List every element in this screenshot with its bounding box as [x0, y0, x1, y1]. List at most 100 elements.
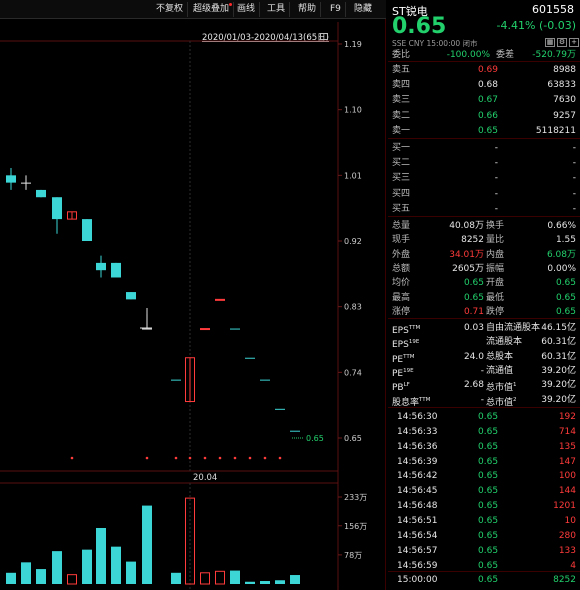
stat-label: 量比: [486, 235, 505, 246]
stat-label: 总额: [392, 263, 411, 274]
tick-price: 0.65: [478, 515, 499, 526]
stat-value: 0.65: [555, 306, 576, 317]
tick-volume: 133: [558, 545, 576, 556]
tick-volume: 192: [558, 412, 576, 422]
bid-volume: -: [572, 158, 576, 169]
volume-bar: [52, 551, 62, 584]
volume-bar: [6, 572, 16, 584]
volume-bar: [96, 527, 106, 584]
volume-tick-label: 156万: [344, 522, 367, 531]
last-price-marker: 0.65: [292, 434, 324, 443]
tools-button[interactable]: 工具: [263, 2, 291, 17]
stat-row: 现手 8252 量比 1.55: [388, 232, 580, 248]
ask-price: 0.66: [477, 110, 498, 121]
kline-svg: 1.19 1.10 1.01 0.92 0.83 0.74 0.65 233万 156万 78万…: [0, 22, 367, 590]
tick-volume: 280: [558, 530, 576, 541]
candles-group: [6, 168, 300, 432]
stat-label: 换手: [486, 221, 505, 231]
stat-value: 0.65: [463, 292, 484, 303]
price-tick-label: 0.92: [344, 237, 362, 246]
bid-volume: -: [572, 188, 576, 199]
fundamental-label: EPS19E: [392, 339, 420, 351]
stat-label: 内盘: [486, 249, 505, 260]
settings-icon[interactable]: ⚙: [557, 38, 567, 47]
signal-dot: [188, 456, 192, 460]
stat-label: 均价: [392, 278, 411, 289]
stat-value: 0.65: [555, 278, 576, 289]
no-adjust-button[interactable]: 不复权: [152, 2, 189, 17]
candle-body: [67, 211, 77, 220]
fundamental-label: 总市值1: [486, 382, 517, 394]
candle-body: [200, 328, 210, 331]
volume-bar: [230, 570, 240, 584]
tick-row: 14:56:59 0.65 4: [388, 558, 580, 574]
super-overlay-button[interactable]: 超级叠加: [189, 2, 235, 17]
volume-bar: [290, 575, 300, 584]
kline-chart-panel[interactable]: 不复权 超级叠加 画线 工具 帮助 F9 隐藏 2020/01/03-2020/…: [0, 0, 386, 590]
signal-dot: [263, 456, 267, 460]
ask-price: 0.68: [477, 80, 498, 91]
tick-row: 14:56:51 0.65 10: [388, 513, 580, 529]
tick-price: 0.65: [478, 412, 499, 422]
volume-bar: [275, 580, 285, 584]
tick-time: 14:56:45: [397, 486, 438, 497]
ask-price: 0.69: [477, 65, 498, 75]
tick-time: 14:56:42: [397, 471, 438, 482]
volume-axis-ticks: 233万 156万 78万: [338, 493, 367, 560]
fundamental-value: 39.20亿: [541, 394, 576, 405]
tick-price: 0.65: [478, 530, 499, 541]
ask-volume: 9257: [553, 110, 576, 121]
fundamental-value: 60.31亿: [541, 337, 576, 348]
volume-bar: [82, 549, 92, 584]
fundamental-label: 自由流通股本: [486, 323, 541, 333]
bid-price: -: [494, 188, 498, 199]
bid-level-label: 买一: [392, 143, 411, 153]
volume-bar: [185, 497, 195, 585]
stat-row: 涨停 0.71 跌停 0.65: [388, 304, 580, 320]
x-axis-month-label: 20.04: [193, 473, 218, 483]
ask-level-label: 卖一: [392, 125, 411, 136]
fundamental-label: PE19E: [392, 367, 414, 379]
help-button[interactable]: 帮助: [294, 2, 322, 17]
fundamental-value: 46.15亿: [541, 323, 576, 333]
add-icon[interactable]: +: [569, 38, 579, 47]
bid-price: -: [494, 203, 498, 214]
tick-volume: 10: [564, 515, 576, 526]
stock-name[interactable]: ST锐电: [392, 5, 428, 18]
stat-label: 振幅: [486, 263, 505, 274]
price-tick-label: 0.83: [344, 303, 362, 312]
fundamental-value: -: [480, 365, 484, 376]
fundamental-label: EPSTTM: [392, 325, 421, 336]
expand-icon[interactable]: [320, 33, 328, 40]
date-range-label[interactable]: 2020/01/03-2020/04/13(65日): [202, 33, 329, 43]
tick-price: 0.65: [478, 560, 499, 571]
tick-volume: 1201: [553, 501, 576, 512]
candle-body: [126, 292, 136, 300]
fundamental-label: 股息率TTM: [392, 396, 431, 408]
bid-row: 买五 - -: [388, 201, 580, 217]
ask-row: 卖五 0.69 8988: [388, 62, 580, 78]
tick-volume: 147: [558, 456, 576, 467]
candle-body: [52, 197, 62, 220]
bid-price: -: [494, 158, 498, 169]
candle-body: [215, 298, 225, 301]
bid-level-label: 买二: [392, 158, 411, 169]
candle-body: [230, 328, 240, 330]
tick-time: 14:56:54: [397, 530, 438, 541]
last-price: 0.65: [392, 14, 447, 39]
stat-value: 40.08万: [449, 221, 484, 231]
f9-button[interactable]: F9: [326, 2, 346, 17]
ask-row: 卖四 0.68 63833: [388, 77, 580, 93]
ask-price: 0.67: [477, 95, 498, 106]
hide-button[interactable]: 隐藏: [354, 4, 373, 14]
weibi-label: 委比: [392, 50, 411, 60]
tick-row: 14:56:54 0.65 280: [388, 528, 580, 544]
chart-icon[interactable]: ▦: [545, 38, 555, 47]
volume-bar: [21, 562, 31, 584]
tick-row: 14:56:48 0.65 1201: [388, 498, 580, 514]
stat-row: 总额 2605万 振幅 0.00%: [388, 261, 580, 277]
draw-line-button[interactable]: 画线: [233, 2, 261, 17]
volume-tick-label: 233万: [344, 493, 367, 502]
tick-volume: 100: [558, 471, 576, 482]
bid-volume: -: [572, 143, 576, 153]
